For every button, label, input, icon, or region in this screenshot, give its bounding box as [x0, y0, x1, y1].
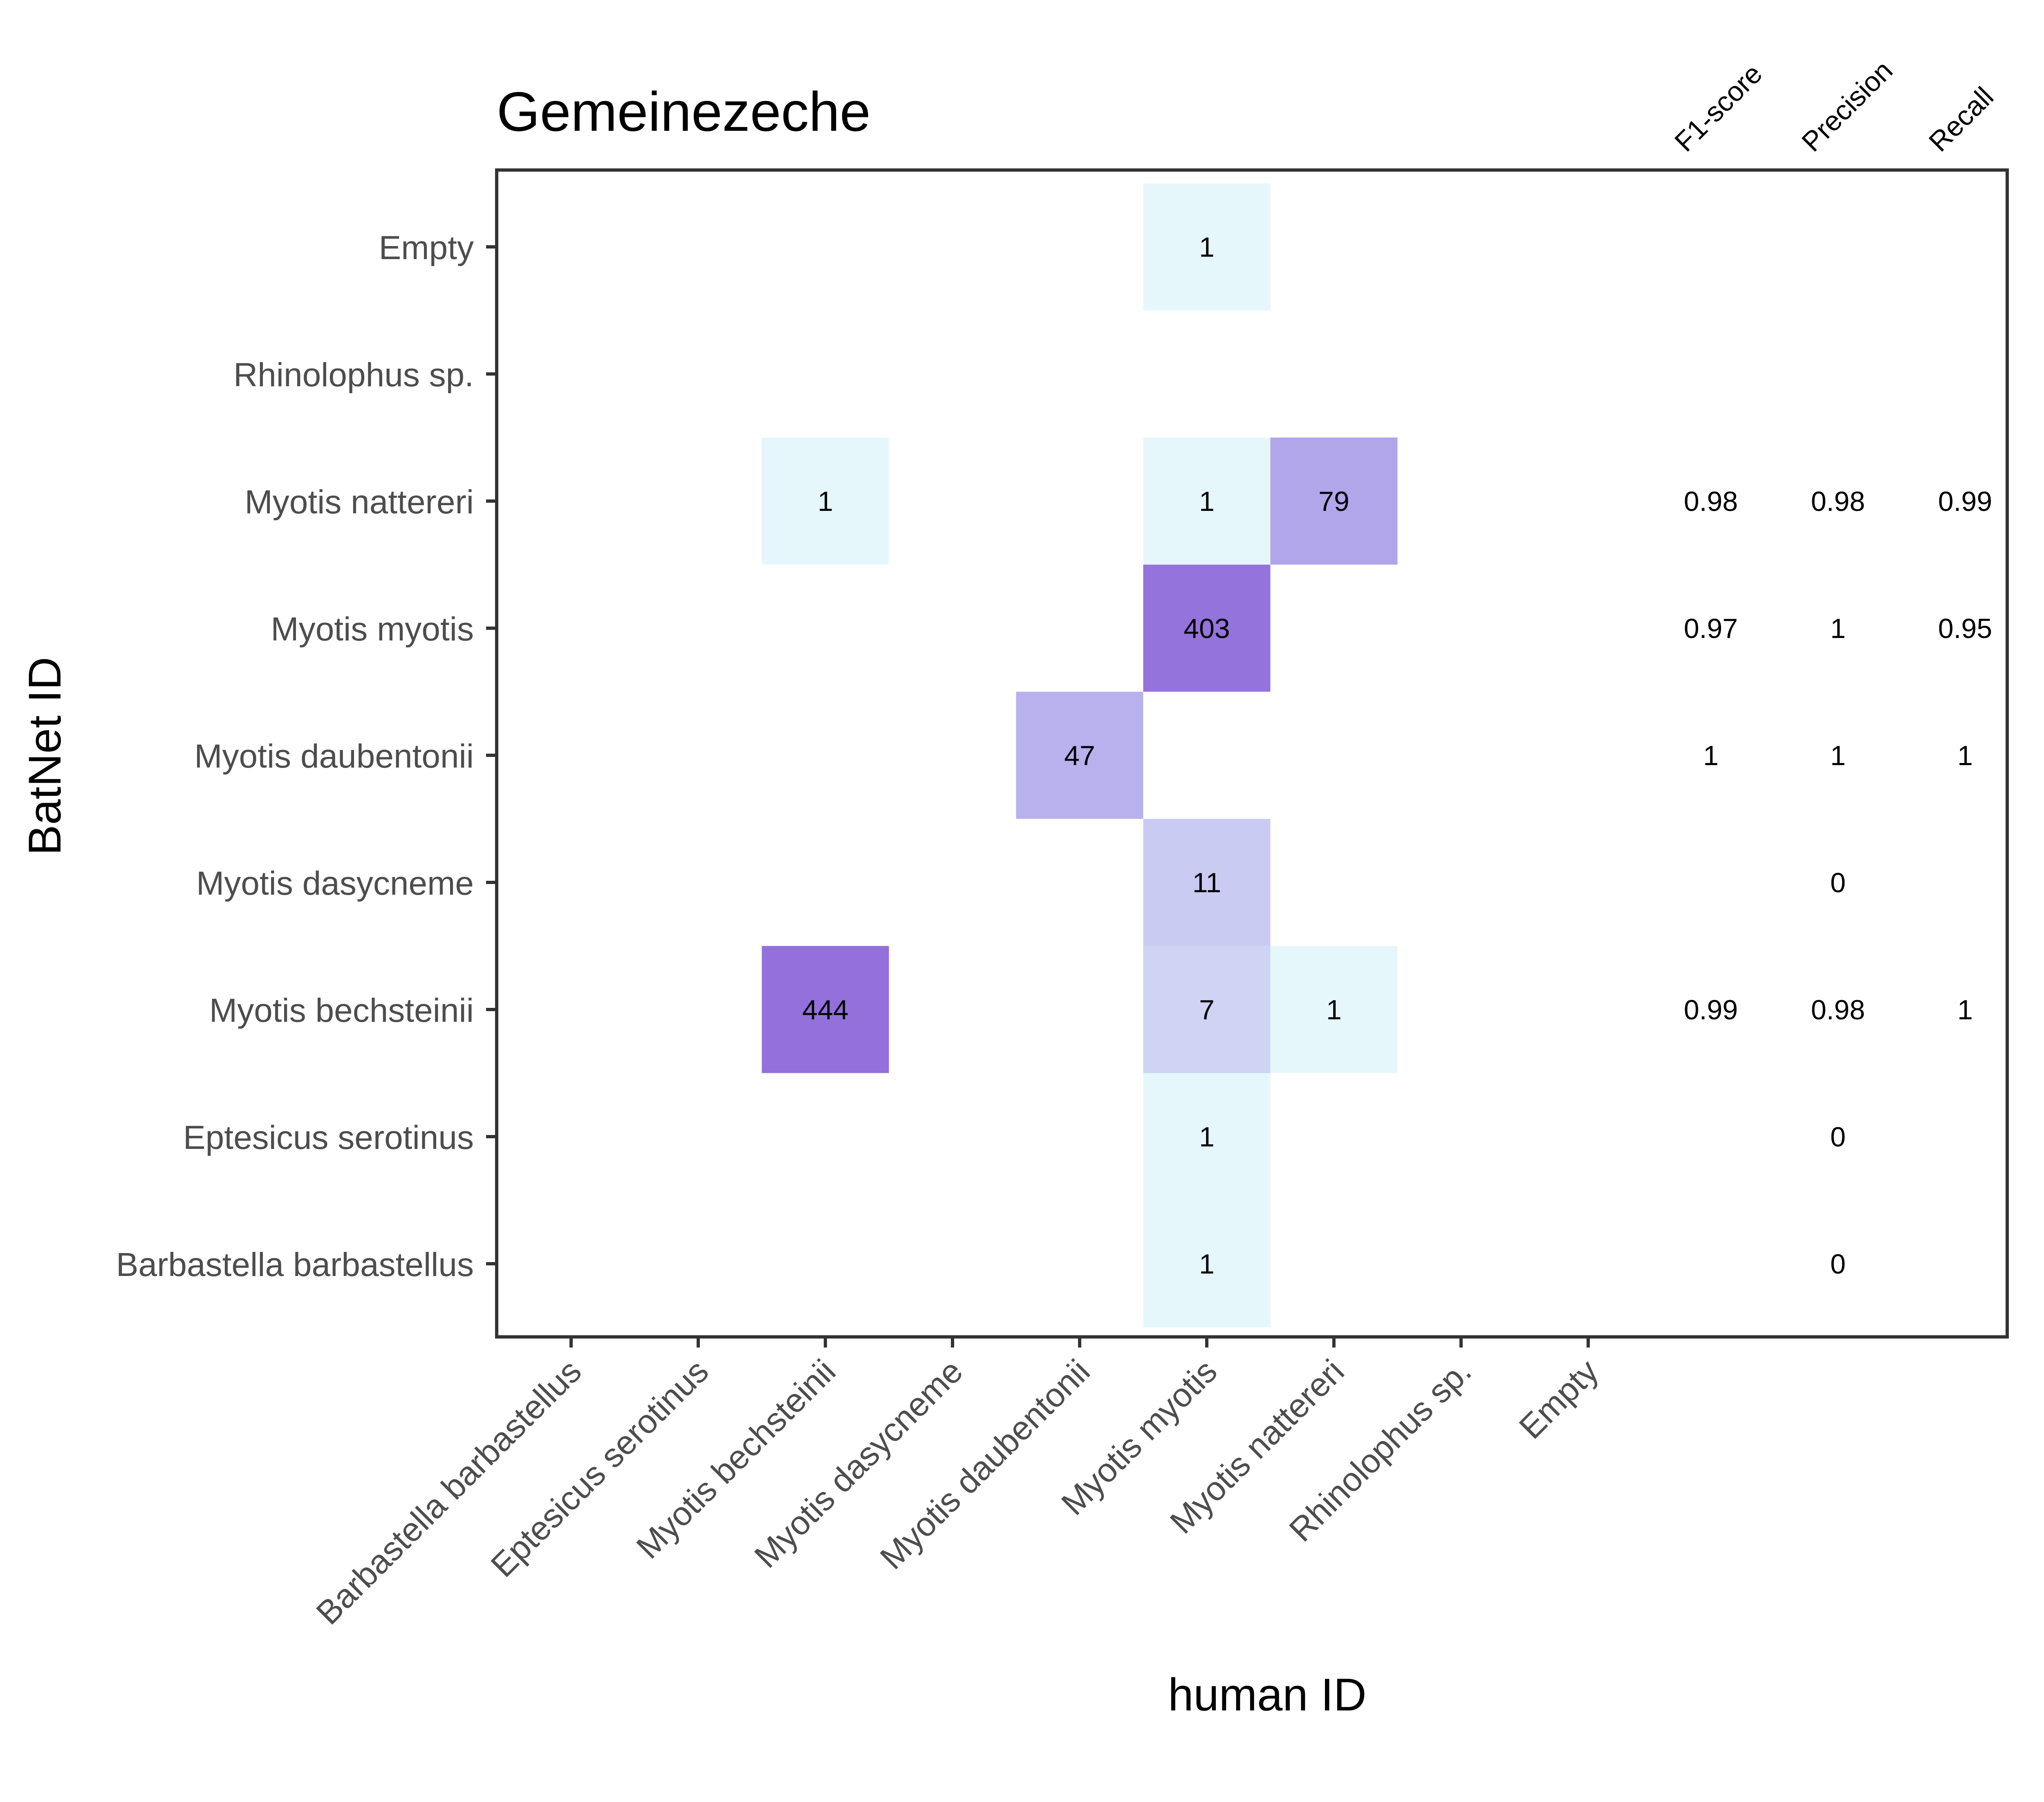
- heatmap-cell: [1143, 1200, 1271, 1327]
- y-tick-label-myotis-myotis: Myotis myotis: [271, 611, 474, 648]
- heatmap-cell: [1143, 946, 1271, 1073]
- cell-value-label: 7: [1199, 994, 1215, 1025]
- cell-value-label: 1: [1199, 1249, 1215, 1280]
- metric-recall-value: 1: [1957, 994, 1973, 1025]
- heatmap-cell: [1143, 1073, 1271, 1200]
- heatmap-cell: [762, 946, 889, 1073]
- metric-f1-score-value: 0.99: [1684, 994, 1738, 1025]
- y-tick-label-empty: Empty: [379, 229, 474, 266]
- metric-f1-score-value: 1: [1703, 740, 1719, 771]
- heatmap-cell: [1143, 819, 1271, 946]
- cell-value-label: 444: [802, 994, 848, 1025]
- metric-precision-value: 0: [1830, 1249, 1846, 1280]
- plot-panel-border: [495, 168, 2009, 1339]
- heatmap-cell: [1143, 437, 1271, 565]
- metric-precision-value: 0.98: [1811, 486, 1865, 517]
- y-tick-label-myotis-dasycneme: Myotis dasycneme: [196, 865, 474, 902]
- metric-precision-value: 0: [1830, 1121, 1846, 1153]
- x-axis-title: human ID: [1168, 1669, 1367, 1720]
- y-tick-label-myotis-nattereri: Myotis nattereri: [244, 484, 474, 521]
- heatmap-cell: [1016, 692, 1143, 819]
- metric-recall-value: 0.99: [1938, 486, 1992, 517]
- metric-precision-value: 1: [1830, 740, 1846, 771]
- heatmap-cell: [1143, 564, 1271, 692]
- y-tick-label-rhinolophus-sp: Rhinolophus sp.: [233, 356, 474, 394]
- y-axis-title: BatNet ID: [19, 657, 70, 855]
- heatmap-cell: [1270, 437, 1398, 565]
- cell-value-label: 47: [1064, 740, 1095, 771]
- y-tick-label-barbastella-barbastellus: Barbastella barbastellus: [116, 1246, 474, 1283]
- cell-value-label: 403: [1183, 613, 1230, 644]
- metric-recall-value: 0.95: [1938, 613, 1992, 644]
- y-tick-label-eptesicus-serotinus: Eptesicus serotinus: [183, 1119, 474, 1156]
- heatmap-cell: [1270, 946, 1398, 1073]
- heatmap-cell: [1143, 183, 1271, 311]
- cell-value-label: 1: [1199, 232, 1215, 263]
- heatmap-cell: [762, 437, 889, 565]
- metric-precision-value: 0.98: [1811, 994, 1865, 1025]
- metric-recall-value: 1: [1957, 740, 1973, 771]
- cell-value-label: 1: [1199, 1121, 1215, 1153]
- cell-value-label: 1: [1326, 994, 1342, 1025]
- cell-value-label: 79: [1318, 486, 1349, 517]
- chart-title: Gemeinezeche: [497, 81, 871, 143]
- metric-precision-value: 0: [1830, 867, 1846, 898]
- metric-precision-value: 1: [1830, 613, 1846, 644]
- metric-f1-score-value: 0.97: [1684, 613, 1738, 644]
- metric-f1-score-value: 0.98: [1684, 486, 1738, 517]
- cell-value-label: 1: [818, 486, 833, 517]
- cell-value-label: 1: [1199, 486, 1215, 517]
- y-tick-label-myotis-bechsteinii: Myotis bechsteinii: [209, 992, 474, 1029]
- cell-value-label: 11: [1192, 867, 1221, 898]
- y-tick-label-myotis-daubentonii: Myotis daubentonii: [194, 738, 474, 775]
